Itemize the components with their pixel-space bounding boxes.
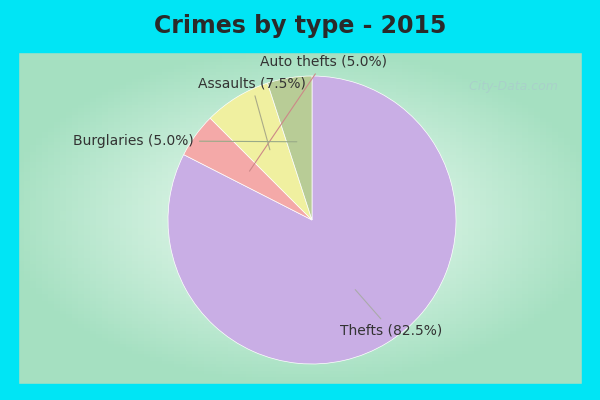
Bar — [0, 0, 600, 52]
Wedge shape — [184, 118, 312, 220]
Text: Assaults (7.5%): Assaults (7.5%) — [197, 76, 305, 150]
Bar — [582, 52, 600, 384]
Wedge shape — [210, 83, 312, 220]
Text: Auto thefts (5.0%): Auto thefts (5.0%) — [250, 55, 387, 171]
Bar — [0, 384, 600, 400]
Text: Burglaries (5.0%): Burglaries (5.0%) — [73, 134, 297, 148]
Wedge shape — [168, 76, 456, 364]
Text: Crimes by type - 2015: Crimes by type - 2015 — [154, 14, 446, 38]
Text: City-Data.com: City-Data.com — [465, 80, 558, 93]
Wedge shape — [268, 76, 312, 220]
Bar — [0, 52, 18, 384]
Text: Thefts (82.5%): Thefts (82.5%) — [340, 290, 442, 338]
